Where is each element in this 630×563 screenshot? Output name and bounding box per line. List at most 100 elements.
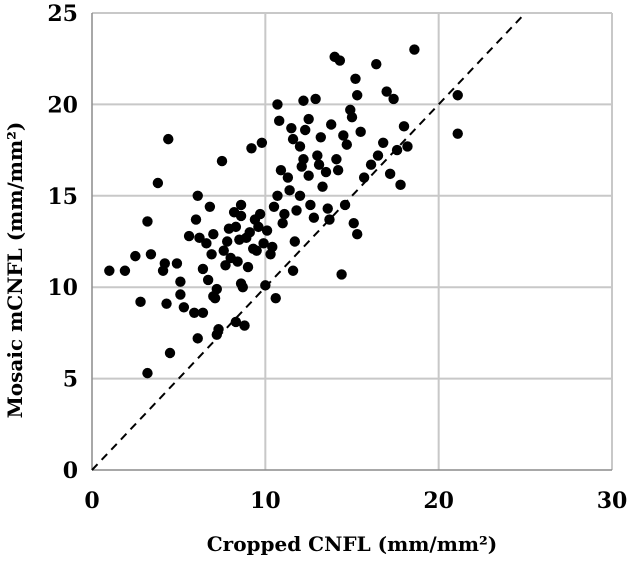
data-point	[222, 236, 233, 247]
data-point	[398, 121, 410, 132]
data-point	[305, 199, 316, 211]
data-point	[197, 307, 209, 318]
data-point	[303, 170, 314, 181]
reference-line	[91, 12, 527, 471]
data-point	[334, 55, 346, 66]
data-point	[145, 249, 157, 260]
data-point	[192, 190, 203, 201]
data-point	[452, 128, 463, 139]
data-point	[272, 99, 283, 110]
x-tick-labels: 0 10 20 30	[84, 488, 627, 514]
data-point	[192, 333, 203, 344]
data-point	[135, 296, 146, 308]
data-point	[161, 298, 172, 309]
axes	[91, 13, 612, 471]
data-point	[358, 172, 370, 183]
data-point	[300, 124, 311, 136]
data-point	[287, 265, 299, 276]
data-point	[371, 58, 382, 70]
data-point	[352, 228, 363, 240]
x-tick-label: 30	[597, 488, 628, 514]
data-point	[202, 274, 214, 286]
data-point	[218, 245, 229, 256]
data-point	[277, 218, 288, 229]
data-point	[332, 165, 344, 176]
data-point	[258, 238, 269, 249]
data-point	[244, 227, 255, 238]
x-tick-label: 10	[250, 488, 281, 514]
data-point	[189, 307, 200, 318]
y-tick-label: 10	[47, 275, 78, 301]
data-point	[246, 143, 257, 154]
data-point	[235, 278, 247, 289]
data-point	[402, 141, 413, 152]
data-point	[303, 113, 314, 125]
data-points	[104, 44, 463, 379]
data-point	[268, 201, 280, 212]
data-point	[279, 208, 290, 220]
gridlines	[92, 12, 613, 470]
data-point	[289, 236, 300, 247]
data-point	[322, 203, 333, 214]
data-point	[171, 258, 183, 269]
data-point	[267, 241, 278, 253]
data-point	[336, 269, 347, 280]
data-point	[159, 258, 170, 269]
y-tick-label: 0	[63, 458, 78, 484]
data-point	[130, 250, 141, 262]
data-point	[213, 324, 224, 335]
data-point	[242, 261, 254, 273]
data-point	[310, 93, 321, 105]
x-tick-label: 0	[84, 488, 99, 514]
data-point	[294, 190, 306, 201]
data-point	[313, 159, 325, 170]
data-point	[452, 90, 463, 101]
data-point	[308, 212, 320, 223]
data-point	[320, 166, 332, 178]
data-point	[230, 221, 242, 233]
data-point	[261, 225, 273, 236]
x-axis-title: Cropped CNFL (mm/mm²)	[207, 532, 498, 556]
data-point	[409, 44, 420, 55]
data-point	[178, 302, 190, 313]
y-tick-label: 15	[47, 184, 78, 210]
data-point	[348, 218, 359, 229]
data-point	[365, 159, 377, 170]
data-point	[194, 232, 205, 244]
data-point	[315, 132, 326, 143]
data-point	[235, 210, 247, 222]
data-point	[388, 93, 399, 105]
data-point	[175, 276, 186, 287]
data-point	[275, 165, 287, 176]
data-point	[164, 347, 176, 359]
data-point	[312, 150, 323, 161]
data-point	[346, 111, 358, 123]
data-point	[183, 230, 195, 242]
data-point	[350, 73, 361, 85]
data-point	[253, 221, 264, 233]
data-point	[251, 245, 262, 256]
data-point	[254, 208, 266, 220]
data-point	[256, 137, 268, 148]
data-point	[104, 265, 115, 276]
data-point	[208, 228, 219, 240]
data-point	[326, 119, 337, 130]
data-point	[260, 280, 271, 291]
data-point	[384, 168, 396, 180]
y-axis-title: Mosaic mCNFL (mm/mm²)	[3, 122, 27, 419]
data-point	[286, 122, 297, 134]
data-point	[270, 292, 281, 304]
data-point	[339, 199, 351, 211]
data-point	[372, 150, 384, 161]
reference-line-group	[91, 12, 527, 471]
data-point	[341, 139, 352, 150]
data-point	[381, 86, 392, 97]
data-point	[338, 130, 349, 141]
data-point	[197, 263, 209, 275]
data-point	[119, 265, 131, 276]
data-point	[272, 190, 283, 201]
x-tick-label: 20	[423, 488, 454, 514]
y-tick-labels: 0 5 10 15 20 25	[47, 1, 78, 484]
data-point	[152, 177, 164, 189]
